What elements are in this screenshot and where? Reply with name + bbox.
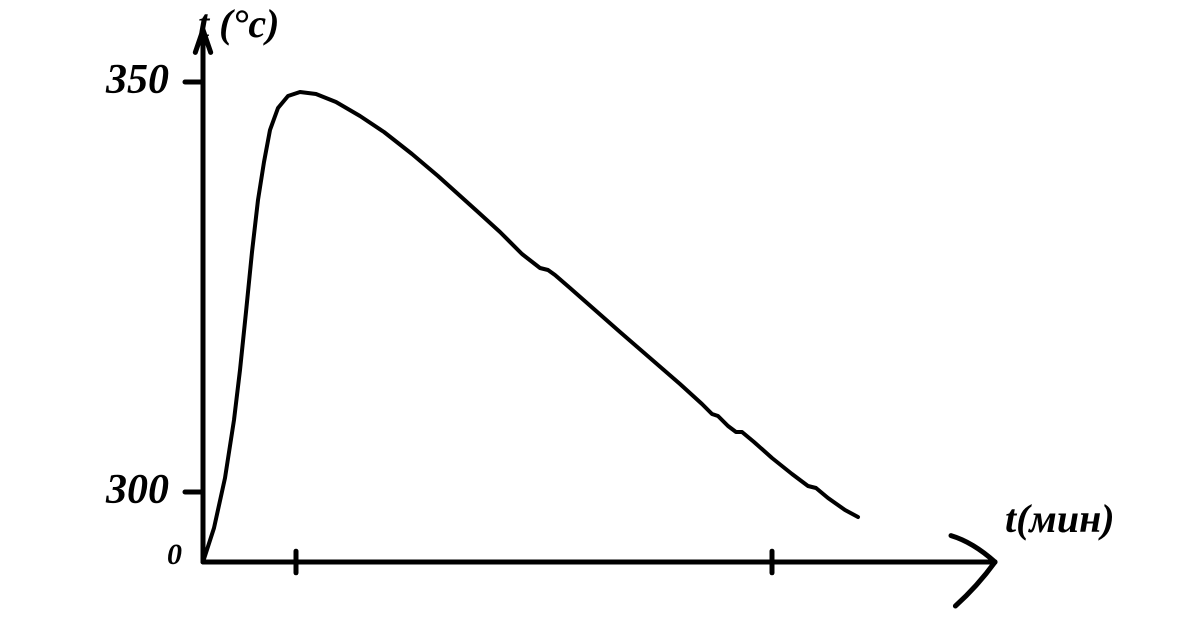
origin-label: 0 [167, 538, 182, 572]
x-axis-label: t(мин) [1005, 495, 1115, 542]
chart-container: t (°c) t(мин) 0 350 300 [0, 0, 1194, 624]
y-tick-label-1: 300 [106, 466, 169, 514]
y-tick-label-0: 350 [106, 56, 169, 104]
y-axis-label: t (°c) [198, 0, 280, 47]
